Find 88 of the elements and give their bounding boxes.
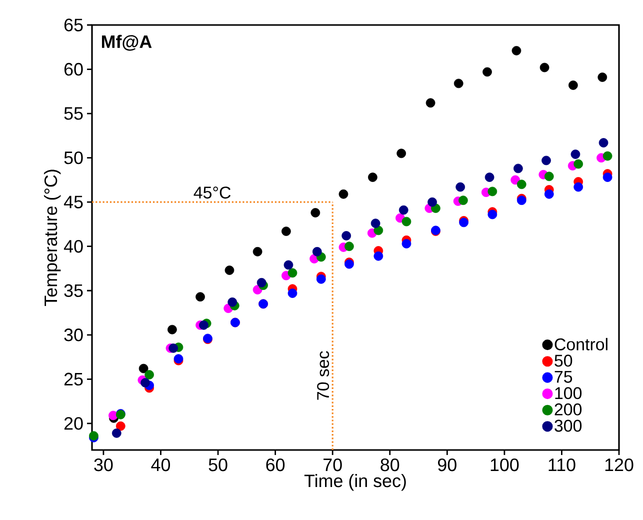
point (568, 80, 578, 90)
point (168, 324, 177, 334)
point (540, 62, 550, 72)
legend-label: 100 (555, 387, 582, 400)
legend-label: Control (554, 338, 608, 350)
legend-label: 200 (554, 403, 582, 416)
point (426, 98, 436, 108)
x-tick-label: 60 (266, 458, 285, 472)
point (484, 172, 494, 182)
point (570, 150, 580, 159)
point (374, 251, 384, 261)
point (284, 260, 294, 270)
y-axis-title: Temperature (°C) (44, 170, 61, 306)
point (516, 180, 526, 190)
point (598, 72, 608, 82)
ref-line-label: 45°C (194, 186, 231, 199)
point (140, 378, 150, 388)
point (199, 320, 208, 330)
point (228, 297, 238, 307)
y-tick-label: 60 (64, 62, 83, 76)
point (256, 278, 266, 288)
point (112, 428, 122, 438)
ref-line-label: 70 sec (317, 351, 330, 400)
point (108, 410, 118, 420)
x-tick-label: 50 (208, 458, 228, 472)
x-tick-label: 70 (324, 458, 342, 472)
point (342, 231, 352, 240)
point (138, 364, 148, 374)
y-tick-label: 35 (64, 284, 83, 297)
x-tick-label: 40 (151, 458, 170, 472)
x-tick-label: 100 (490, 458, 519, 472)
point (288, 268, 298, 278)
point (282, 226, 291, 236)
point (310, 208, 320, 218)
point (428, 197, 437, 207)
point (488, 186, 498, 196)
point (316, 274, 326, 284)
y-tick-label: 45 (64, 196, 83, 208)
y-tick-label: 50 (64, 151, 83, 164)
point (544, 172, 554, 182)
point (224, 266, 234, 275)
point (374, 226, 384, 236)
point (544, 189, 554, 199)
point (344, 242, 354, 252)
point (482, 67, 492, 77)
point (542, 156, 551, 166)
point (116, 421, 126, 431)
y-tick-label: 20 (64, 417, 83, 430)
point (370, 218, 380, 228)
point (144, 370, 154, 380)
point (512, 46, 522, 56)
point (458, 196, 468, 205)
x-tick-label: 90 (438, 458, 456, 472)
point (488, 210, 498, 220)
point (196, 292, 205, 302)
y-tick-label: 40 (64, 240, 83, 253)
point (398, 205, 408, 215)
legend-label: 50 (554, 354, 572, 367)
y-tick-label: 25 (64, 372, 83, 386)
point (368, 172, 378, 182)
point (602, 151, 612, 161)
x-tick-label: 110 (548, 458, 576, 472)
point (456, 182, 466, 192)
point (454, 78, 464, 88)
y-tick-label: 65 (64, 18, 83, 32)
point (252, 246, 262, 256)
point (402, 239, 412, 248)
point (288, 288, 298, 298)
x-tick-label: 30 (94, 458, 113, 472)
x-tick-label: 80 (380, 458, 400, 472)
point (402, 216, 412, 226)
point (338, 189, 348, 199)
y-tick-label: 55 (64, 107, 83, 120)
point (574, 159, 584, 169)
point (168, 343, 178, 353)
y-tick-label: 30 (64, 328, 83, 342)
chart-title: Mf@A (102, 34, 152, 51)
point (598, 138, 608, 148)
legend-label: 300 (554, 420, 582, 432)
point (602, 172, 612, 182)
point (514, 164, 523, 174)
x-tick-label: 120 (605, 458, 634, 472)
point (574, 182, 584, 192)
legend-label: 75 (554, 370, 572, 383)
point (396, 148, 406, 158)
point (510, 175, 520, 185)
point (312, 246, 322, 256)
x-axis-title: Time (in sec) (304, 474, 406, 491)
